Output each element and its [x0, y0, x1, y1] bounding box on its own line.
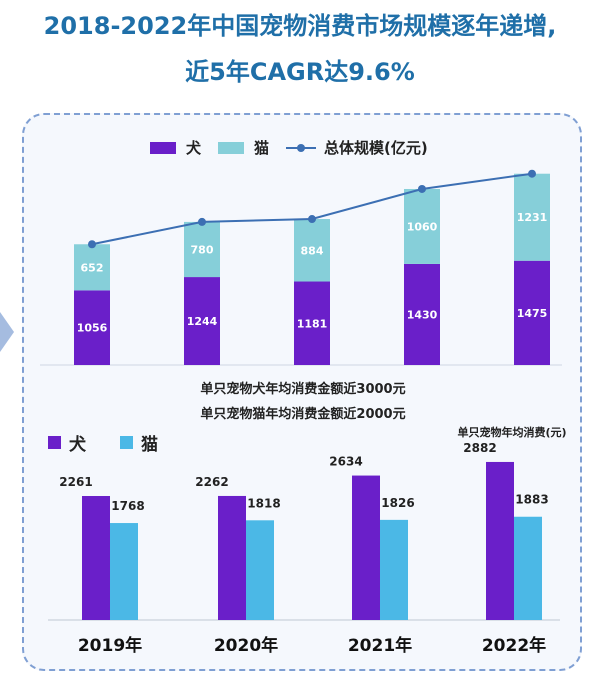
unit-note: 单只宠物年均消费(元): [457, 425, 566, 439]
total-point-4: [528, 169, 536, 178]
bar2-dog-0: [82, 496, 110, 620]
x-tick-2: 2021年: [348, 635, 412, 656]
bar-dog-3: [404, 263, 440, 365]
legend-dog-swatch: [150, 141, 176, 154]
bar2-cat-0: [110, 523, 138, 620]
label-cat-2: 884: [301, 244, 324, 257]
legend-total-label: 总体规模(亿元): [324, 139, 428, 157]
total-point-0: [88, 240, 96, 249]
legend-cat-swatch: [218, 141, 244, 154]
value2-dog-2: 2634: [329, 455, 362, 469]
value2-dog-0: 2261: [59, 475, 92, 489]
x-tick-0: 2019年: [78, 635, 142, 656]
label-dog-2: 1181: [297, 317, 328, 330]
bar-dog-1: [184, 277, 220, 365]
x-tick-1: 2020年: [214, 635, 278, 656]
x-tick-3: 2022年: [482, 635, 546, 656]
label-cat-3: 1060: [407, 220, 438, 233]
arrow-decoration: [0, 312, 14, 352]
bar2-cat-3: [514, 516, 542, 620]
label-dog-3: 1430: [407, 308, 438, 321]
label-dog-0: 1056: [77, 322, 108, 335]
bar-cat-2: [294, 219, 330, 282]
bar2-dog-2: [352, 475, 380, 620]
total-point-1: [198, 217, 206, 226]
legend2-cat: 猫: [120, 430, 158, 455]
legend2-cat-label: 猫: [141, 435, 158, 455]
total-point-3: [418, 184, 426, 193]
label-cat-0: 652: [81, 261, 104, 274]
annotation-cat: 单只宠物猫年均消费金额近2000元: [200, 406, 405, 422]
legend-dog: 犬: [150, 137, 201, 158]
legend2-cat-swatch: [120, 436, 133, 449]
value2-cat-1: 1818: [247, 496, 280, 510]
legend-dog-label: 犬: [186, 139, 202, 157]
legend-total-swatch: [286, 142, 316, 154]
legend-cat-label: 猫: [254, 139, 270, 157]
annotation-dog: 单只宠物犬年均消费金额近3000元: [200, 381, 405, 397]
legend2-dog: 犬: [48, 430, 86, 455]
legend-total: 总体规模(亿元): [286, 137, 428, 158]
value2-dog-3: 2882: [463, 441, 496, 455]
bar2-dog-3: [486, 461, 514, 620]
bar-dog-0: [74, 290, 110, 365]
bar2-cat-2: [380, 519, 408, 620]
legend-cat: 猫: [218, 137, 269, 158]
bar-cat-0: [74, 244, 110, 291]
bar-dog-2: [294, 281, 330, 365]
title-line-1: 2018-2022年中国宠物消费市场规模逐年递增,: [43, 12, 557, 40]
title-line-2: 近5年CAGR达9.6%: [185, 58, 415, 86]
bar2-cat-1: [246, 520, 274, 620]
label-cat-1: 780: [191, 243, 214, 256]
label-dog-4: 1475: [517, 307, 548, 320]
value2-cat-0: 1768: [111, 499, 144, 513]
value2-cat-2: 1826: [381, 496, 414, 510]
value2-cat-3: 1883: [515, 493, 548, 507]
label-dog-1: 1244: [187, 315, 218, 328]
total-point-2: [308, 215, 316, 224]
bar-cat-1: [184, 221, 220, 278]
label-cat-4: 1231: [517, 211, 548, 224]
bar2-dog-1: [218, 495, 246, 620]
value2-dog-1: 2262: [195, 475, 228, 489]
bar-cat-3: [404, 188, 440, 264]
legend2-dog-swatch: [48, 436, 61, 449]
legend2-dog-label: 犬: [69, 435, 86, 455]
bar-dog-4: [514, 260, 550, 365]
bar-cat-4: [514, 173, 550, 261]
